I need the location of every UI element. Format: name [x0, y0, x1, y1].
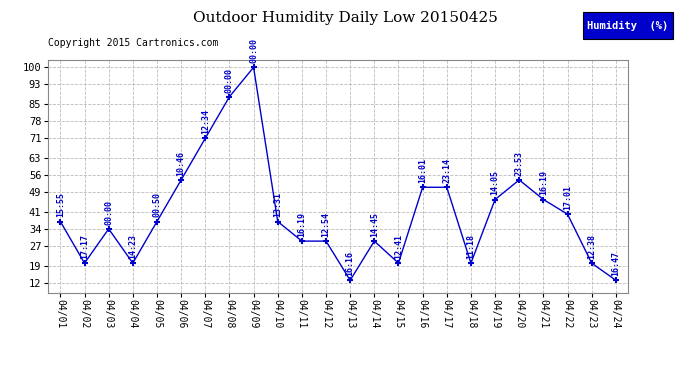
Text: Copyright 2015 Cartronics.com: Copyright 2015 Cartronics.com — [48, 38, 219, 48]
Text: Humidity  (%): Humidity (%) — [587, 21, 669, 31]
Text: 13:31: 13:31 — [273, 192, 282, 217]
Text: 12:41: 12:41 — [394, 234, 403, 259]
Text: 23:14: 23:14 — [442, 158, 451, 183]
Text: 11:18: 11:18 — [466, 234, 475, 259]
Text: 15:55: 15:55 — [56, 192, 65, 217]
Text: 23:53: 23:53 — [515, 151, 524, 176]
Text: Outdoor Humidity Daily Low 20150425: Outdoor Humidity Daily Low 20150425 — [193, 11, 497, 25]
Text: 14:23: 14:23 — [128, 234, 137, 259]
Text: 12:38: 12:38 — [587, 234, 596, 259]
Text: 00:00: 00:00 — [249, 38, 258, 63]
Text: 14:45: 14:45 — [370, 212, 379, 237]
Text: 14:05: 14:05 — [491, 170, 500, 195]
Text: 16:16: 16:16 — [346, 251, 355, 276]
Text: 16:19: 16:19 — [539, 170, 548, 195]
Text: 00:00: 00:00 — [225, 68, 234, 93]
Text: 00:00: 00:00 — [104, 200, 113, 225]
Text: 12:54: 12:54 — [322, 212, 331, 237]
Text: 17:01: 17:01 — [563, 185, 572, 210]
Text: 16:19: 16:19 — [297, 212, 306, 237]
Text: 00:50: 00:50 — [152, 192, 161, 217]
Text: 17:17: 17:17 — [80, 234, 89, 259]
Text: 16:47: 16:47 — [611, 251, 620, 276]
Text: 16:01: 16:01 — [418, 158, 427, 183]
Text: 10:46: 10:46 — [177, 151, 186, 176]
Text: 12:34: 12:34 — [201, 109, 210, 134]
